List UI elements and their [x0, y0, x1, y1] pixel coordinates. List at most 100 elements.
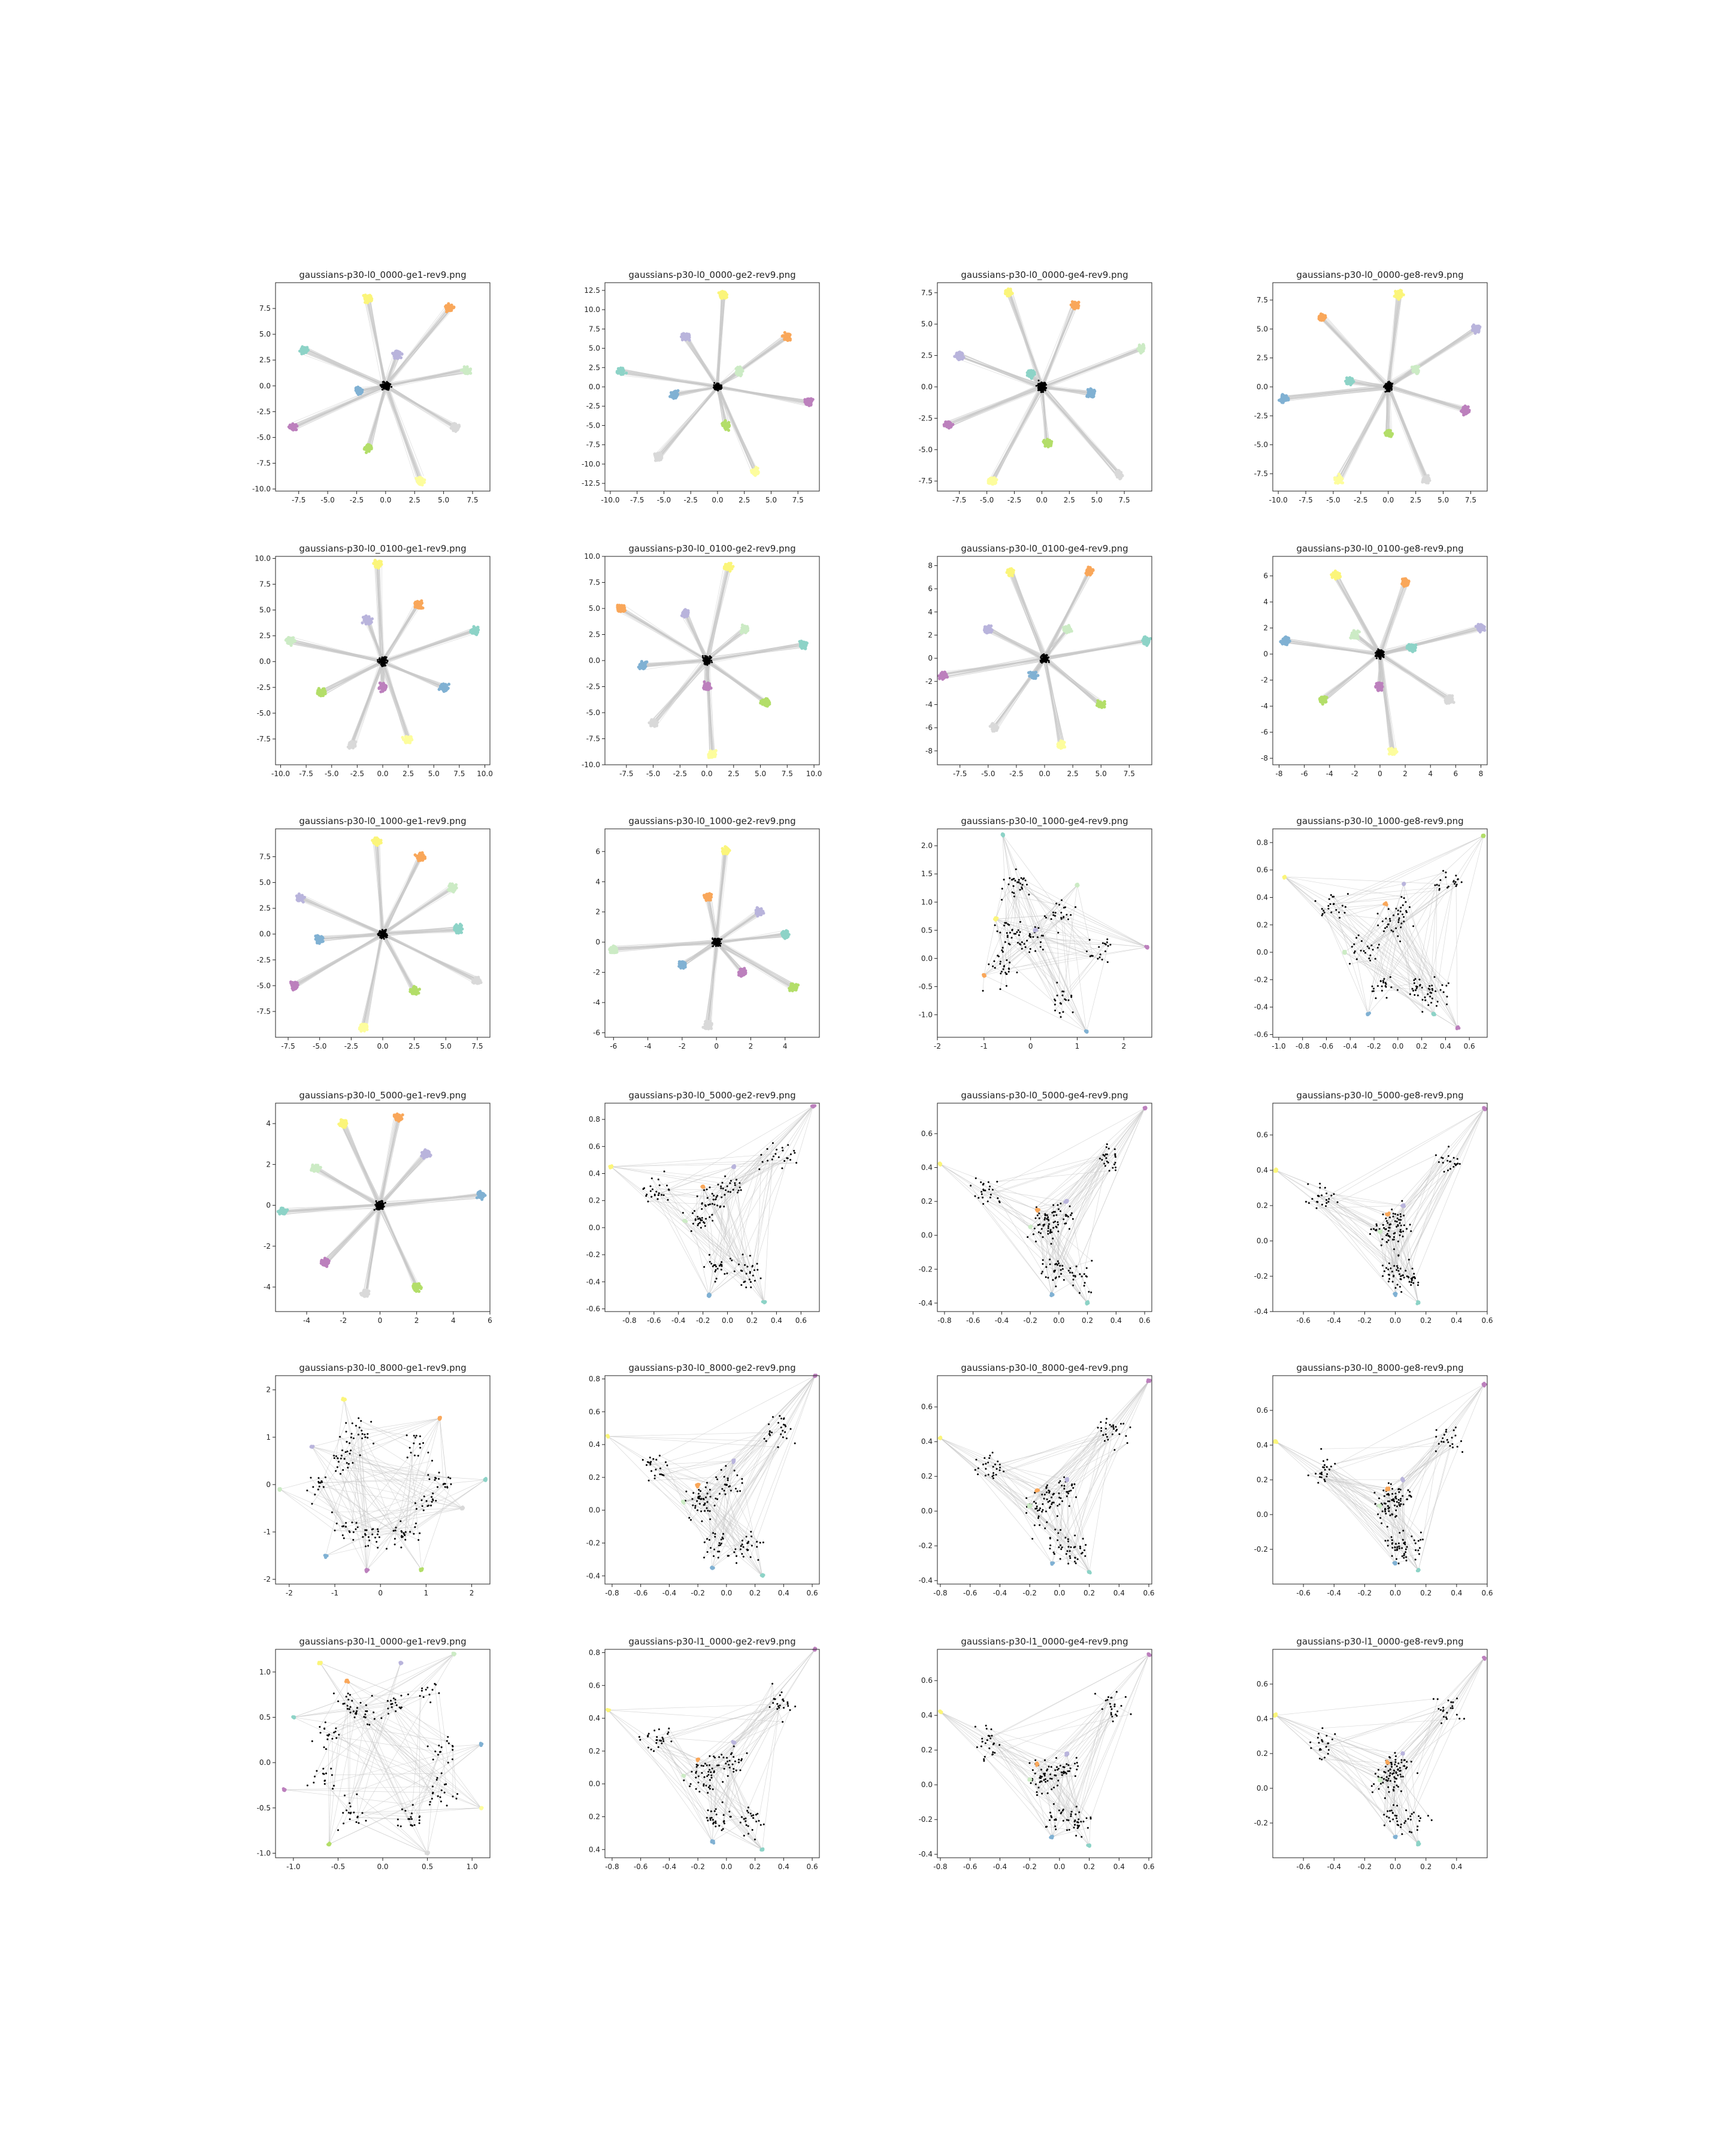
- center-point: [1039, 383, 1041, 386]
- edge-line: [1340, 386, 1390, 480]
- edge-line: [675, 387, 718, 398]
- edge-line: [1390, 386, 1427, 480]
- x-tick-label: -10.0: [1269, 496, 1288, 504]
- edge-line: [716, 386, 753, 472]
- edge-line: [717, 369, 738, 387]
- edge-line: [1386, 387, 1425, 484]
- cluster-point: [456, 426, 460, 431]
- edge-line: [686, 333, 719, 387]
- center-point: [1389, 384, 1391, 386]
- edge-line: [1387, 295, 1400, 387]
- edge-line: [1041, 349, 1143, 388]
- edge-line: [1322, 321, 1389, 390]
- edge-line: [383, 664, 444, 685]
- center-point: [385, 383, 388, 385]
- edge-line: [374, 564, 380, 661]
- chart-panel: gaussians-p30-l0_0000-ge1-rev9.png -7.5 -5…: [240, 270, 526, 520]
- cluster-point: [1279, 399, 1282, 403]
- cluster-point: [364, 447, 368, 452]
- cluster-point: [619, 373, 623, 376]
- cluster-point: [364, 616, 368, 619]
- point-layer: [284, 558, 480, 750]
- axis-layer: -10.0 -7.5 -5.0 -2.5 0.0 2.5 5.0 7.512.510.07.5…: [582, 286, 804, 504]
- cluster-point: [725, 295, 728, 299]
- cluster-point: [1463, 406, 1466, 410]
- cluster-point: [740, 368, 744, 371]
- cluster-point: [1030, 376, 1033, 380]
- cluster-point: [1397, 295, 1400, 298]
- scatter-plot: -10.0 -7.5 -5.0 -2.5 0.0 2.5 5.0 7.512.510.07.5…: [582, 282, 820, 504]
- cluster-point: [956, 355, 960, 358]
- x-tick-label: -5.0: [980, 496, 994, 504]
- center-point: [380, 384, 382, 387]
- cluster-point: [1008, 290, 1012, 293]
- center-point: [1043, 387, 1046, 390]
- edge-line: [382, 601, 416, 664]
- edge-line: [383, 384, 422, 480]
- edge-line: [1387, 386, 1427, 482]
- cluster-point: [736, 372, 739, 376]
- edge-line: [1043, 350, 1142, 390]
- edge-line: [318, 662, 386, 693]
- cluster-point: [947, 425, 951, 429]
- center-point: [1391, 382, 1394, 384]
- axis-layer: -7.5 -5.0 -2.5 0.0 2.5 5.0 7.57.55.02.50.0-2.5…: [252, 304, 479, 504]
- y-tick-label: 2.5: [589, 364, 600, 372]
- edge-line: [383, 387, 420, 481]
- y-tick-label: 0.0: [921, 383, 933, 391]
- cluster-point: [1028, 370, 1031, 374]
- axis-layer: -10.0 -7.5 -5.0 -2.5 0.0 2.5 5.0 7.57.55.02.50.…: [1254, 296, 1476, 504]
- edge-line: [1285, 386, 1389, 399]
- center-point: [1387, 381, 1389, 383]
- center-point: [384, 387, 386, 389]
- center-point: [382, 384, 384, 387]
- edge-line: [1043, 386, 1119, 472]
- edge-line: [1322, 316, 1391, 386]
- y-tick-label: 2.5: [921, 352, 933, 360]
- cluster-point: [809, 401, 812, 405]
- cluster-point: [465, 370, 468, 373]
- edge-line: [993, 388, 1045, 480]
- edge-line: [1042, 387, 1122, 476]
- edge-line: [292, 386, 386, 429]
- x-tick-label: -7.5: [1299, 496, 1312, 504]
- cluster-point: [1348, 376, 1352, 380]
- edge-line: [952, 388, 1043, 425]
- cluster-point: [679, 335, 683, 338]
- y-tick-label: -2.5: [919, 414, 933, 422]
- edge-line: [717, 372, 739, 386]
- edge-line: [1042, 306, 1075, 388]
- center-point: [1042, 383, 1044, 386]
- cluster-point: [417, 605, 422, 609]
- cluster-point: [452, 428, 456, 432]
- edge-line: [1285, 387, 1390, 399]
- cluster-point: [1348, 381, 1352, 385]
- cluster-point: [374, 562, 377, 565]
- cluster-point: [686, 334, 689, 338]
- edge-line: [385, 373, 467, 386]
- cluster-point: [951, 423, 955, 426]
- edge-line: [385, 370, 468, 387]
- cluster-point: [364, 301, 367, 304]
- cluster-point: [1467, 410, 1471, 414]
- cluster-point: [681, 332, 685, 336]
- cluster-point: [754, 469, 758, 473]
- edge-line: [1042, 305, 1078, 389]
- center-point: [380, 386, 383, 388]
- edge-line: [656, 387, 716, 456]
- cluster-point: [1030, 372, 1034, 376]
- edge-line: [385, 369, 468, 386]
- cluster-point: [1387, 433, 1391, 437]
- cluster-point: [1399, 290, 1403, 294]
- edge-line: [383, 386, 422, 482]
- edge-line: [718, 386, 756, 471]
- cluster-point: [737, 369, 742, 373]
- cluster-point: [1472, 323, 1476, 327]
- edge-line: [718, 387, 812, 401]
- cluster-point: [688, 338, 691, 342]
- edge-line: [382, 629, 476, 663]
- cluster-point: [1473, 328, 1477, 331]
- edge-line: [676, 387, 718, 393]
- center-point: [387, 386, 389, 389]
- y-tick-label: -2.5: [257, 407, 271, 416]
